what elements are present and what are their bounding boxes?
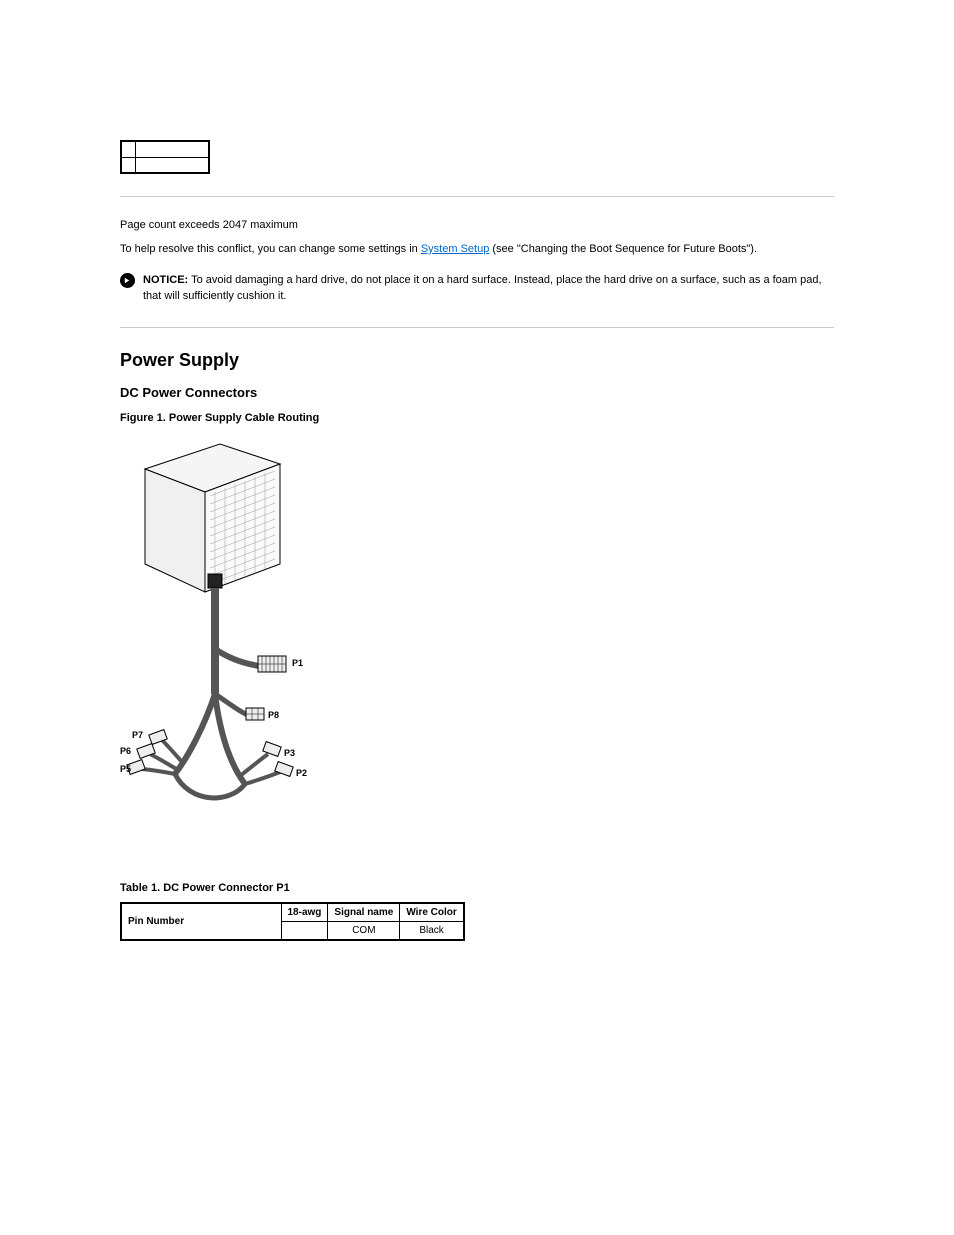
label-p7: P7 bbox=[132, 730, 143, 740]
conn-header-pin: Pin Number bbox=[121, 903, 281, 940]
section-title: Power Supply bbox=[120, 350, 834, 371]
conn-r0c3: Black bbox=[400, 921, 464, 940]
detection-prefix: To help resolve this conflict, you can c… bbox=[120, 243, 421, 255]
figure-caption: Figure 1. Power Supply Cable Routing bbox=[120, 412, 834, 424]
psu-illustration: P1 P8 P7 P6 P5 P3 P2 bbox=[120, 434, 350, 854]
label-p6: P6 bbox=[120, 746, 131, 756]
notice-block: NOTICE: To avoid damaging a hard drive, … bbox=[120, 272, 834, 305]
conn-col-0: 18-awg bbox=[281, 903, 328, 922]
conn-col-2: Wire Color bbox=[400, 903, 464, 922]
psu-box bbox=[145, 444, 280, 592]
conn-r0c1 bbox=[281, 921, 328, 940]
connector-table-caption: Table 1. DC Power Connector P1 bbox=[120, 882, 834, 894]
system-setup-link[interactable]: System Setup bbox=[421, 243, 489, 255]
notice-text: NOTICE: To avoid damaging a hard drive, … bbox=[143, 272, 834, 305]
notice-arrow-icon bbox=[120, 273, 135, 288]
label-p3: P3 bbox=[284, 748, 295, 758]
label-p8: P8 bbox=[268, 710, 279, 720]
notice-body: To avoid damaging a hard drive, do not p… bbox=[143, 274, 822, 303]
conn-col-1: Signal name bbox=[328, 903, 400, 922]
page-count-text: Page count exceeds 2047 maximum bbox=[120, 219, 834, 231]
detection-paragraph: To help resolve this conflict, you can c… bbox=[120, 241, 834, 258]
label-p2: P2 bbox=[296, 768, 307, 778]
notice-label: NOTICE: bbox=[143, 274, 188, 286]
detection-suffix: (see "Changing the Boot Sequence for Fut… bbox=[489, 243, 757, 255]
conn-r0c2: COM bbox=[328, 921, 400, 940]
label-p5: P5 bbox=[120, 764, 131, 774]
divider-1 bbox=[120, 196, 834, 197]
subsection-title: DC Power Connectors bbox=[120, 385, 834, 400]
label-p1: P1 bbox=[292, 658, 303, 668]
connector-table: Pin Number 18-awg Signal name Wire Color… bbox=[120, 902, 465, 941]
small-header-table bbox=[120, 140, 210, 174]
divider-2 bbox=[120, 327, 834, 328]
